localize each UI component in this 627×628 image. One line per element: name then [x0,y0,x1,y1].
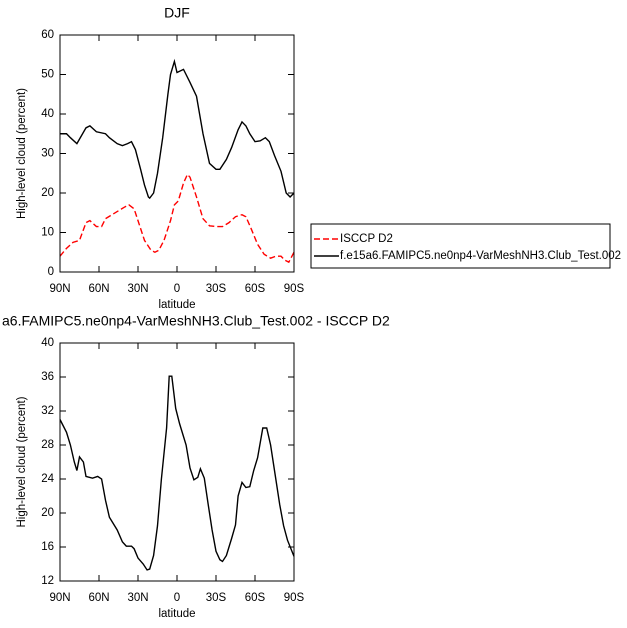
y-tick-label: 16 [41,541,54,553]
y-tick-label: 24 [41,473,54,485]
plot-frame [59,34,295,273]
y-tick-label: 12 [41,575,54,587]
legend-box [310,223,611,269]
y-tick-label: 20 [41,507,54,519]
series-line [60,58,295,200]
y-axis-label: High-level cloud (percent) [16,88,28,219]
y-tick-label: 40 [41,337,54,349]
x-tick-label: 60N [88,592,109,604]
y-tick-label: 40 [41,108,54,120]
y-tick-label: 10 [41,227,54,239]
x-tick-label: 0 [174,592,180,604]
x-tick-label: 90S [284,592,305,604]
x-tick-label: 60S [245,283,266,295]
x-tick-label: 30S [206,592,227,604]
plot-frame [59,342,295,582]
x-tick-label: 90N [49,592,70,604]
legend-label: ISCCP D2 [340,233,393,245]
y-tick-label: 28 [41,439,54,451]
x-tick-label: 30N [127,283,148,295]
x-tick-label: 30S [206,283,227,295]
y-tick-label: 36 [41,371,54,383]
x-tick-label: 60N [88,283,109,295]
y-tick-label: 20 [41,187,54,199]
series-line [59,375,295,571]
y-tick-label: 50 [41,69,54,81]
y-tick-label: 60 [41,29,54,41]
y-tick-label: 32 [41,405,54,417]
series-line [59,173,295,264]
chart-title: DJF [164,5,190,21]
x-axis-label: latitude [158,299,195,311]
x-axis-label: latitude [158,608,195,620]
x-tick-label: 60S [245,592,266,604]
legend-label: f.e15a6.FAMIPC5.ne0np4-VarMeshNH3.Club_T… [340,250,621,262]
chart-title: a6.FAMIPC5.ne0np4-VarMeshNH3.Club_Test.0… [2,313,390,329]
x-tick-label: 90S [284,283,305,295]
x-tick-label: 30N [127,592,148,604]
x-tick-label: 90N [49,283,70,295]
y-axis-label: High-level cloud (percent) [16,396,28,527]
x-tick-label: 0 [174,283,180,295]
y-tick-label: 30 [41,148,54,160]
y-tick-label: 0 [48,266,54,278]
